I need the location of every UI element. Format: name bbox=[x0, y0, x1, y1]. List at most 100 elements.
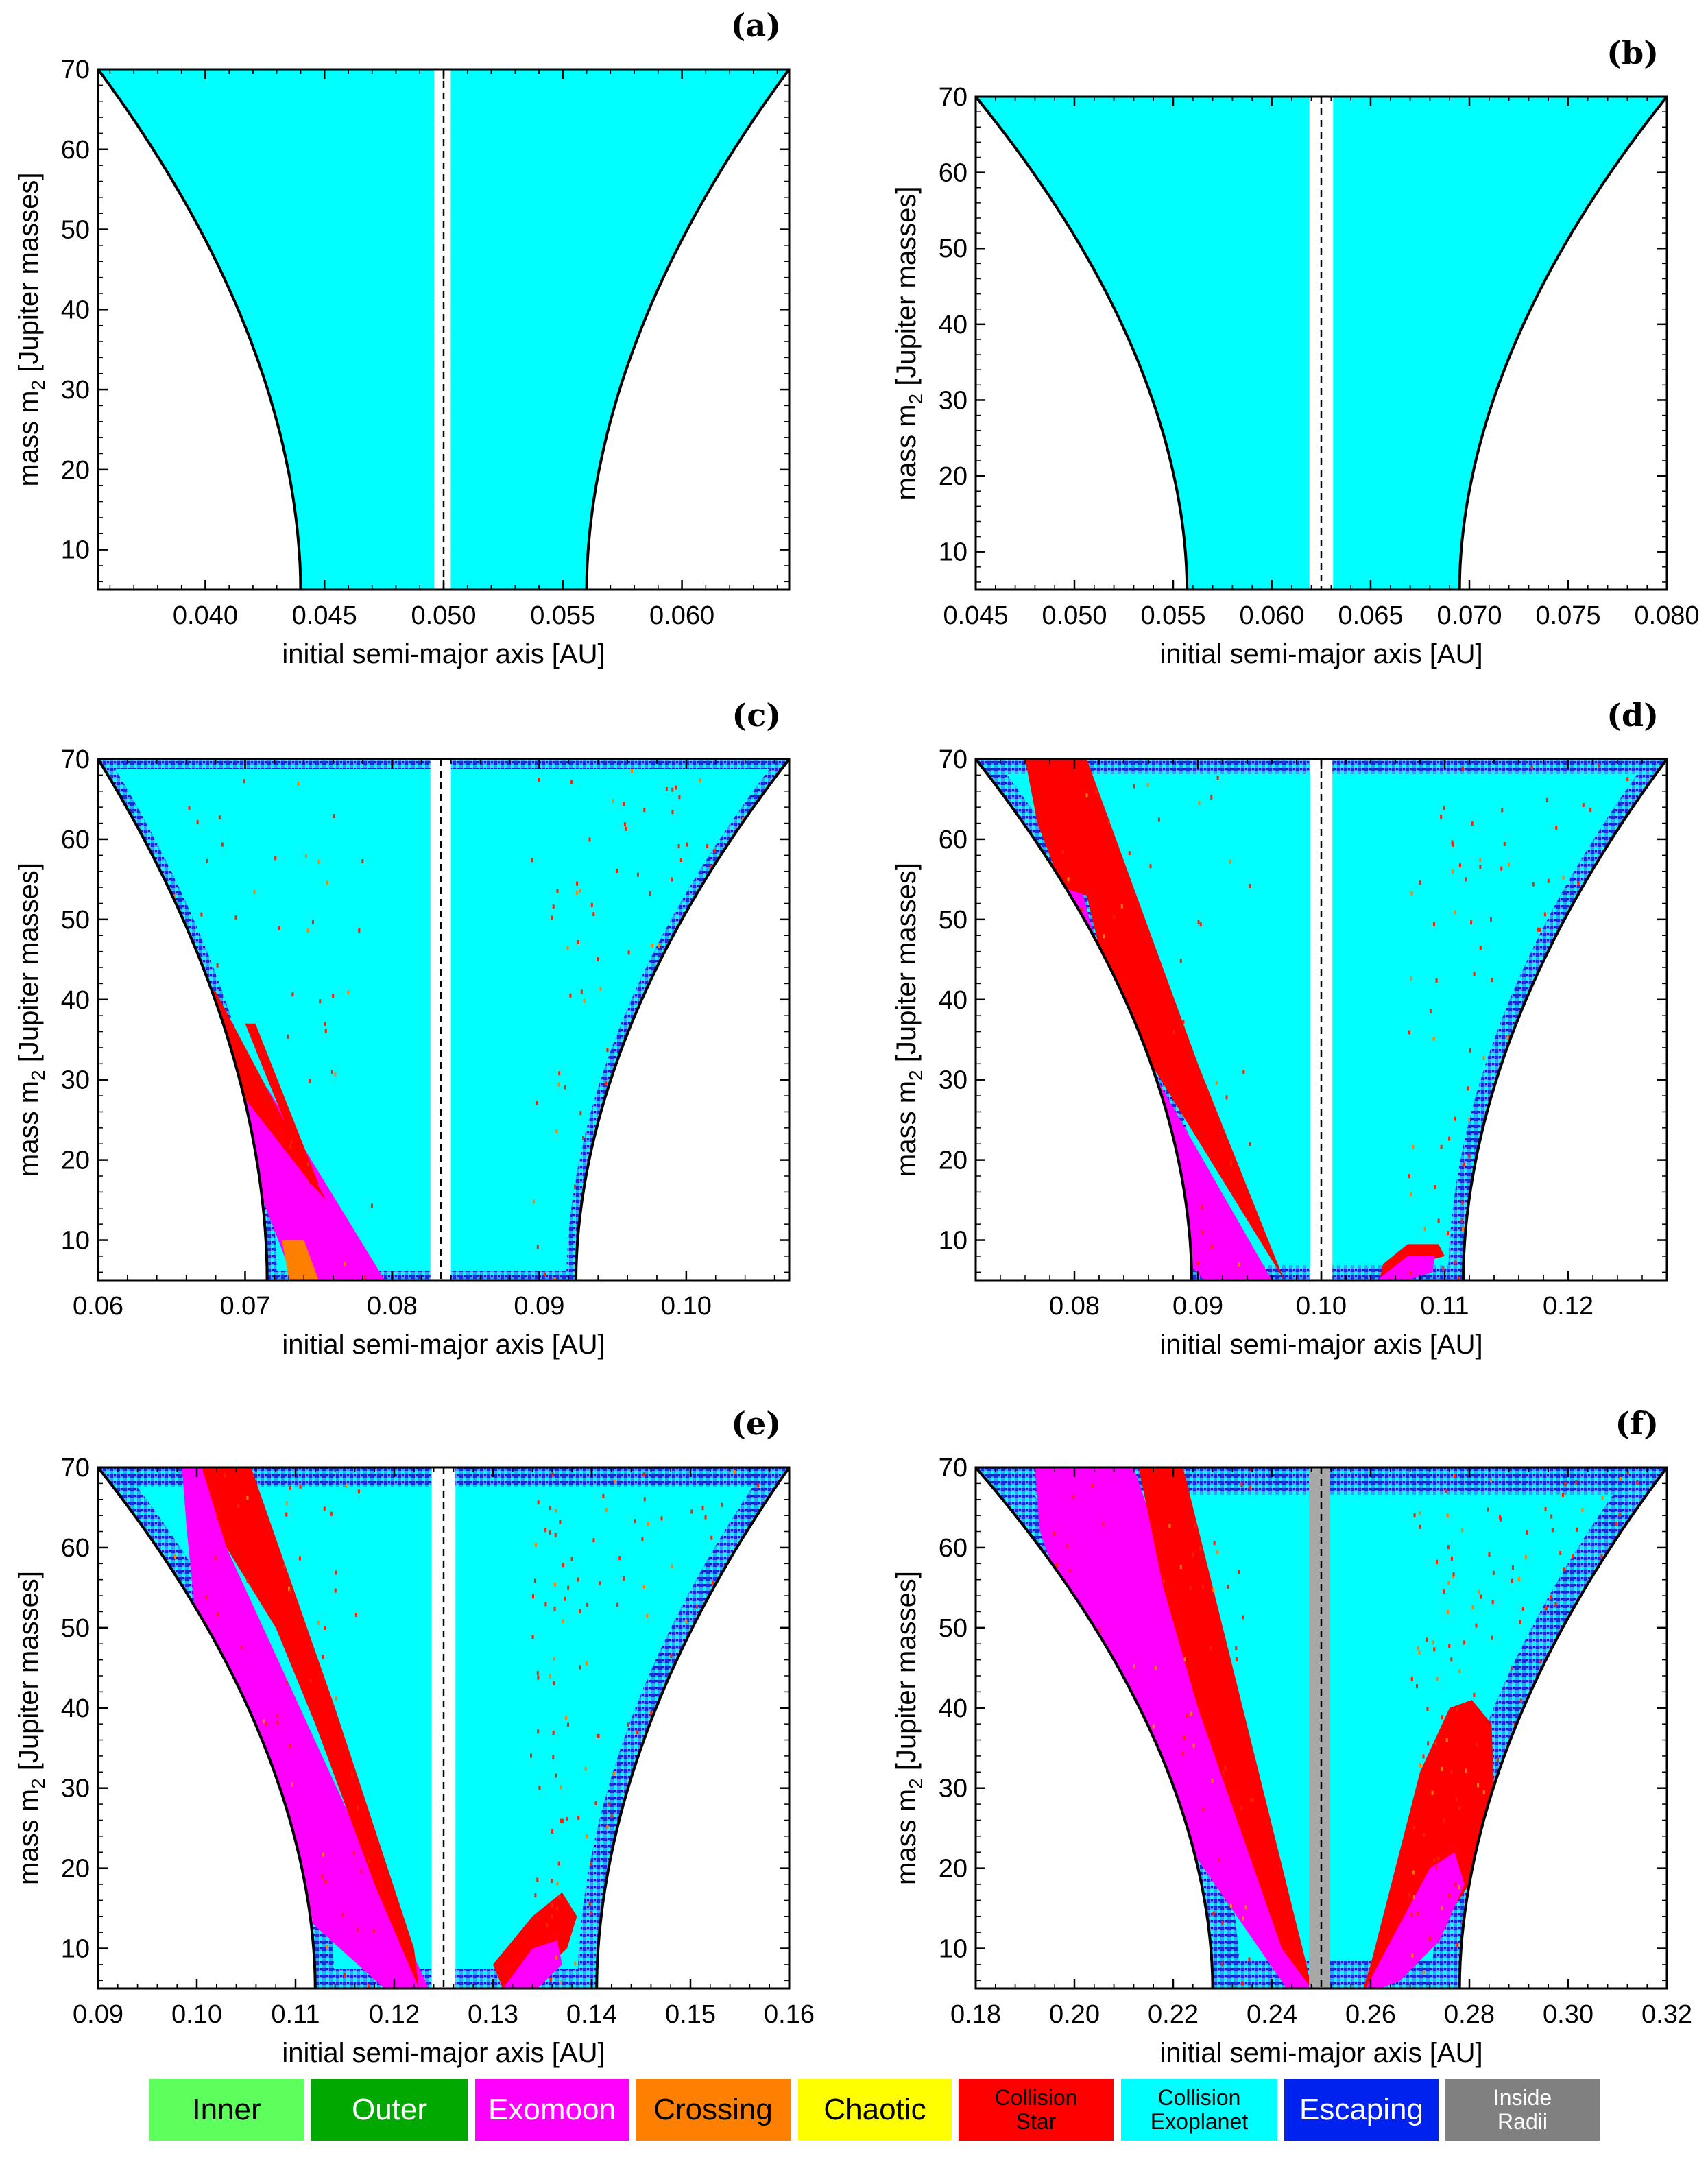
scatter-dot bbox=[577, 1816, 579, 1820]
scatter-dot bbox=[1465, 877, 1467, 881]
panel-a: 0.040 0.045 0.050 0.055 0.06010203040506070i… bbox=[14, 7, 789, 669]
scatter-dot bbox=[1526, 1530, 1528, 1535]
y-tick-label: 20 bbox=[61, 456, 90, 485]
scatter-dot bbox=[1491, 1950, 1493, 1954]
scatter-dot bbox=[1640, 1829, 1642, 1833]
scatter-dot bbox=[1177, 1915, 1179, 1919]
scatter-dot bbox=[1429, 1936, 1431, 1941]
scatter-dot bbox=[622, 1101, 624, 1105]
scatter-dot bbox=[1492, 1600, 1494, 1604]
scatter-dot bbox=[1580, 1633, 1582, 1637]
scatter-dot bbox=[1181, 1841, 1183, 1845]
scatter-dot bbox=[1227, 1585, 1229, 1589]
scatter-dot bbox=[1092, 1861, 1094, 1865]
scatter-dot bbox=[1113, 915, 1115, 919]
scatter-dot bbox=[1612, 859, 1614, 863]
scatter-dot bbox=[1081, 1629, 1083, 1633]
scatter-dot bbox=[1550, 1515, 1552, 1519]
scatter-dot bbox=[1157, 1823, 1159, 1827]
scatter-dot bbox=[1479, 858, 1481, 862]
scatter-dot bbox=[1614, 1661, 1616, 1665]
scatter-dot bbox=[1539, 1659, 1541, 1663]
scatter-dot bbox=[762, 1533, 765, 1537]
scatter-dot bbox=[1558, 1965, 1560, 1969]
scatter-dot bbox=[638, 1122, 640, 1126]
scatter-dot bbox=[743, 1617, 745, 1621]
scatter-dot bbox=[544, 1273, 546, 1277]
scatter-dot bbox=[1594, 887, 1596, 891]
scatter-dot bbox=[678, 1927, 680, 1931]
scatter-dot bbox=[1210, 795, 1212, 800]
scatter-dot bbox=[671, 810, 673, 814]
scatter-dot bbox=[1504, 1830, 1506, 1834]
scatter-dot bbox=[1493, 1571, 1495, 1575]
scatter-dot bbox=[1073, 1495, 1075, 1499]
scatter-dot bbox=[260, 1867, 262, 1871]
scatter-dot bbox=[1635, 973, 1637, 977]
scatter-dot bbox=[278, 926, 280, 930]
scatter-dot bbox=[1216, 1550, 1218, 1554]
scatter-dot bbox=[358, 1489, 360, 1493]
scatter-dot bbox=[1245, 1906, 1247, 1910]
x-axis-label: initial semi-major axis [AU] bbox=[1159, 639, 1482, 669]
scatter-dot bbox=[701, 1625, 703, 1629]
x-tick-label: 0.13 bbox=[468, 2000, 518, 2029]
scatter-dot bbox=[1443, 806, 1445, 810]
scatter-dot bbox=[624, 822, 626, 826]
scatter-dot bbox=[1476, 1624, 1478, 1628]
y-tick-label: 70 bbox=[939, 745, 967, 774]
scatter-dot bbox=[1441, 1145, 1443, 1149]
y-tick-label: 50 bbox=[61, 906, 90, 935]
scatter-dot bbox=[1410, 1192, 1412, 1197]
scatter-dot bbox=[697, 1897, 699, 1901]
scatter-dot bbox=[1200, 922, 1202, 926]
scatter-dot bbox=[717, 1583, 719, 1587]
scatter-dot bbox=[1538, 1090, 1540, 1094]
scatter-dot bbox=[1456, 1943, 1458, 1947]
legend-item-collision-star: Collision Star bbox=[959, 2079, 1114, 2141]
scatter-dot bbox=[658, 944, 660, 948]
scatter-dot bbox=[1423, 1833, 1425, 1837]
scatter-dot bbox=[576, 891, 578, 895]
scatter-dot bbox=[692, 1880, 694, 1884]
scatter-dot bbox=[712, 1581, 714, 1585]
scatter-dot bbox=[1419, 880, 1421, 885]
scatter-dot bbox=[1417, 1911, 1419, 1915]
scatter-dot bbox=[594, 1181, 596, 1186]
scatter-dot bbox=[596, 1218, 598, 1222]
scatter-dot bbox=[1180, 959, 1182, 963]
x-tick-label: 0.055 bbox=[530, 601, 595, 630]
scatter-dot bbox=[581, 989, 583, 994]
scatter-dot bbox=[1153, 1725, 1155, 1729]
x-tick-label: 0.12 bbox=[1543, 1292, 1593, 1321]
scatter-dot bbox=[347, 990, 349, 994]
scatter-dot bbox=[1611, 1616, 1613, 1620]
scatter-dot bbox=[723, 1811, 725, 1815]
scatter-dot bbox=[1511, 1579, 1513, 1583]
scatter-dot bbox=[1413, 1895, 1415, 1899]
x-tick-label: 0.045 bbox=[292, 601, 357, 630]
scatter-dot bbox=[1447, 1545, 1450, 1549]
scatter-dot bbox=[235, 915, 237, 920]
scatter-dot bbox=[1218, 1858, 1220, 1862]
legend-item-inside-radii: Inside Radii bbox=[1445, 2079, 1600, 2141]
scatter-dot bbox=[641, 1537, 643, 1541]
scatter-dot bbox=[265, 1722, 267, 1726]
scatter-dot bbox=[1627, 1797, 1629, 1801]
scatter-dot bbox=[1548, 1825, 1550, 1829]
scatter-dot bbox=[608, 1906, 610, 1910]
scatter-dot bbox=[574, 1185, 576, 1189]
scatter-dot bbox=[1579, 974, 1581, 978]
scatter-dot bbox=[690, 1510, 693, 1514]
scatter-dot bbox=[696, 1605, 698, 1609]
scatter-dot bbox=[1617, 1973, 1619, 1978]
scatter-dot bbox=[1619, 1513, 1621, 1517]
scatter-dot bbox=[673, 1210, 675, 1214]
scatter-dot bbox=[643, 1472, 645, 1476]
scatter-dot bbox=[716, 1731, 718, 1735]
scatter-dot bbox=[1598, 764, 1600, 768]
scatter-dot bbox=[324, 1022, 326, 1026]
scatter-dot bbox=[289, 1744, 291, 1749]
scatter-dot bbox=[625, 827, 627, 831]
panel-e: 0.09 0.10 0.11 0.12 0.13 0.14 0.15 0.1610203040… bbox=[14, 1405, 815, 2068]
